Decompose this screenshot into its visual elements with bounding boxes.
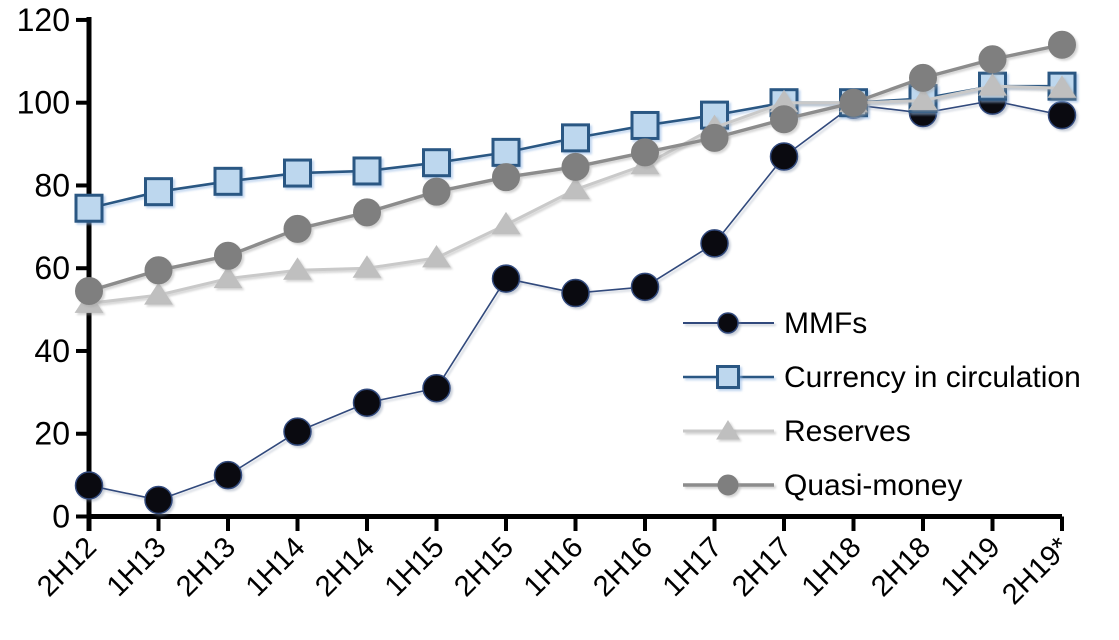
series-quasi-money-marker	[631, 138, 659, 167]
series-mmfs-marker	[283, 417, 312, 446]
series-quasi-money-marker	[75, 276, 103, 305]
legend-marker-currency-in-circulation-icon	[716, 365, 740, 389]
legend-item-mmfs: MMFs	[683, 307, 867, 340]
series-mmfs-marker	[422, 373, 451, 403]
series-quasi-money-marker	[770, 105, 798, 134]
series-currency-in-circulation-marker	[144, 177, 173, 207]
series-quasi-money-marker	[283, 214, 312, 243]
series-currency-in-circulation-marker	[74, 193, 104, 223]
series-quasi-money-marker	[700, 123, 729, 152]
x-tick-label: 2H16	[587, 531, 659, 603]
series-quasi-money-marker	[353, 198, 381, 227]
series-currency-in-circulation-marker	[561, 123, 590, 153]
series-quasi-money-marker	[839, 88, 868, 117]
series-quasi-money-marker	[561, 152, 590, 181]
x-tick-label: 1H17	[657, 531, 729, 603]
legend-label-currency-in-circulation: Currency in circulation	[784, 361, 1081, 394]
legend-marker-mmfs-icon	[717, 312, 739, 334]
series-currency-in-circulation-marker	[213, 166, 243, 196]
x-tick-label: 1H15	[379, 531, 451, 603]
y-tick-label: 120	[17, 2, 70, 38]
legend-item-quasi-money: Quasi-money	[683, 469, 962, 502]
series-mmfs-marker	[144, 485, 173, 515]
series-mmfs-marker	[213, 460, 243, 490]
series-mmfs-marker	[561, 278, 590, 308]
legend-label-mmfs: MMFs	[784, 307, 867, 340]
series-reserves-marker	[352, 255, 382, 278]
legend-marker-reserves-icon	[716, 420, 740, 440]
y-tick-label: 40	[34, 333, 70, 369]
series-quasi-money-marker	[978, 45, 1007, 74]
legend: MMFs Currency in circulation Reserves Quasi…	[683, 307, 1081, 502]
x-tick-label: 2H19*	[996, 531, 1076, 611]
series-reserves-marker	[491, 211, 521, 235]
series-mmfs-marker	[630, 272, 660, 302]
series-mmfs-marker	[769, 142, 799, 171]
series-mmfs-marker	[1047, 100, 1077, 130]
y-tick-label: 100	[17, 85, 70, 121]
x-tick-label: 1H19	[935, 531, 1007, 603]
series-quasi-money-marker	[144, 256, 173, 285]
series-reserves-marker	[213, 265, 243, 289]
series-mmfs-marker	[352, 388, 382, 417]
x-tick-label: 2H15	[448, 531, 520, 603]
x-tick-label: 2H12	[31, 531, 103, 603]
x-tick-label: 1H13	[101, 531, 173, 603]
x-tick-label: 2H17	[726, 531, 798, 603]
series-currency-in-circulation-marker	[283, 158, 312, 188]
x-tick-label: 2H18	[865, 531, 937, 603]
x-tick-label: 2H13	[170, 531, 242, 603]
series-mmfs-marker	[74, 471, 104, 500]
series-currency-in-circulation-marker	[422, 148, 451, 178]
y-tick-label: 80	[34, 167, 70, 203]
legend-label-reserves: Reserves	[784, 415, 911, 448]
series-currency-in-circulation-marker	[352, 156, 382, 186]
series-quasi-money-marker	[909, 63, 937, 92]
legend-item-reserves: Reserves	[683, 415, 911, 448]
x-tick-label: 2H14	[309, 531, 381, 603]
series-reserves-marker	[144, 282, 173, 305]
series-quasi-money-marker	[214, 241, 242, 270]
series-reserves-marker	[1047, 75, 1077, 98]
x-tick-label: 1H16	[518, 531, 590, 603]
y-tick-label: 20	[34, 416, 70, 452]
x-tick-label: 1H18	[796, 531, 868, 603]
series-reserves-marker	[561, 176, 590, 200]
series-currency-in-circulation-marker	[491, 137, 521, 167]
y-tick-label: 60	[34, 250, 70, 286]
series-quasi-money-marker	[492, 163, 520, 192]
series-quasi-money	[75, 30, 1076, 305]
legend-label-quasi-money: Quasi-money	[784, 469, 962, 502]
series-mmfs-marker	[700, 229, 729, 258]
series-reserves-marker	[908, 87, 938, 111]
series-quasi-money-marker	[422, 177, 451, 206]
x-tick-label: 1H14	[240, 531, 312, 603]
series-reserves-marker	[978, 73, 1007, 96]
series-quasi-money-marker	[1048, 30, 1076, 59]
legend-marker-quasi-money-icon	[717, 474, 739, 496]
series-mmfs-marker	[491, 264, 521, 293]
legend-item-currency-in-circulation: Currency in circulation	[683, 361, 1081, 394]
series-reserves-marker	[283, 257, 312, 280]
series-currency-in-circulation-marker	[630, 110, 660, 140]
y-tick-label: 0	[52, 499, 70, 535]
series-reserves-marker	[422, 244, 451, 268]
